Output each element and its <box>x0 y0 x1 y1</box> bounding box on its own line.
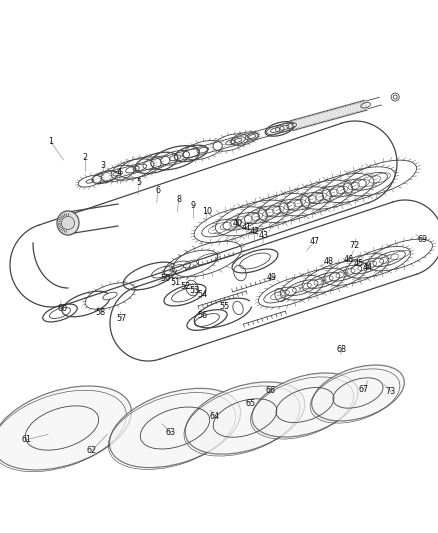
Text: 65: 65 <box>245 399 256 408</box>
Text: 56: 56 <box>197 311 208 320</box>
Ellipse shape <box>252 373 358 437</box>
Text: 53: 53 <box>189 286 199 295</box>
Text: 63: 63 <box>166 429 176 437</box>
Text: 46: 46 <box>344 255 354 264</box>
Text: 41: 41 <box>242 223 251 231</box>
Ellipse shape <box>110 389 240 467</box>
Text: 67: 67 <box>358 385 369 393</box>
Text: 9: 9 <box>190 201 195 209</box>
Text: 58: 58 <box>95 309 106 317</box>
Text: 51: 51 <box>170 278 180 287</box>
Text: 43: 43 <box>259 231 268 240</box>
Text: 5: 5 <box>137 178 142 187</box>
Text: 64: 64 <box>210 413 219 421</box>
Text: 60: 60 <box>57 304 67 312</box>
Text: 61: 61 <box>21 435 31 444</box>
Text: 50: 50 <box>160 274 171 282</box>
Text: 55: 55 <box>219 302 230 311</box>
Text: 2: 2 <box>83 153 88 161</box>
Text: 72: 72 <box>350 241 360 249</box>
Text: 6: 6 <box>155 186 160 195</box>
Text: 3: 3 <box>100 161 106 169</box>
Text: 68: 68 <box>337 345 346 353</box>
Text: 73: 73 <box>385 387 396 396</box>
Text: 47: 47 <box>309 238 320 246</box>
Text: 69: 69 <box>417 236 428 244</box>
Text: 57: 57 <box>117 314 127 322</box>
Text: 49: 49 <box>266 273 277 281</box>
Text: 54: 54 <box>197 290 208 299</box>
Ellipse shape <box>391 93 399 101</box>
Text: 8: 8 <box>176 195 181 204</box>
Text: 66: 66 <box>265 386 275 394</box>
Ellipse shape <box>312 365 404 421</box>
Ellipse shape <box>57 211 79 235</box>
Text: 40: 40 <box>233 219 242 228</box>
Text: 10: 10 <box>202 207 212 216</box>
Text: 1: 1 <box>48 137 53 146</box>
Text: 62: 62 <box>87 446 97 455</box>
Text: 44: 44 <box>363 263 373 272</box>
Text: 4: 4 <box>117 168 122 177</box>
Text: 42: 42 <box>250 227 260 236</box>
Ellipse shape <box>0 386 131 470</box>
Text: 45: 45 <box>354 260 364 268</box>
Text: 48: 48 <box>324 257 333 265</box>
Ellipse shape <box>61 216 74 230</box>
Ellipse shape <box>185 382 305 454</box>
Text: 52: 52 <box>180 282 191 291</box>
